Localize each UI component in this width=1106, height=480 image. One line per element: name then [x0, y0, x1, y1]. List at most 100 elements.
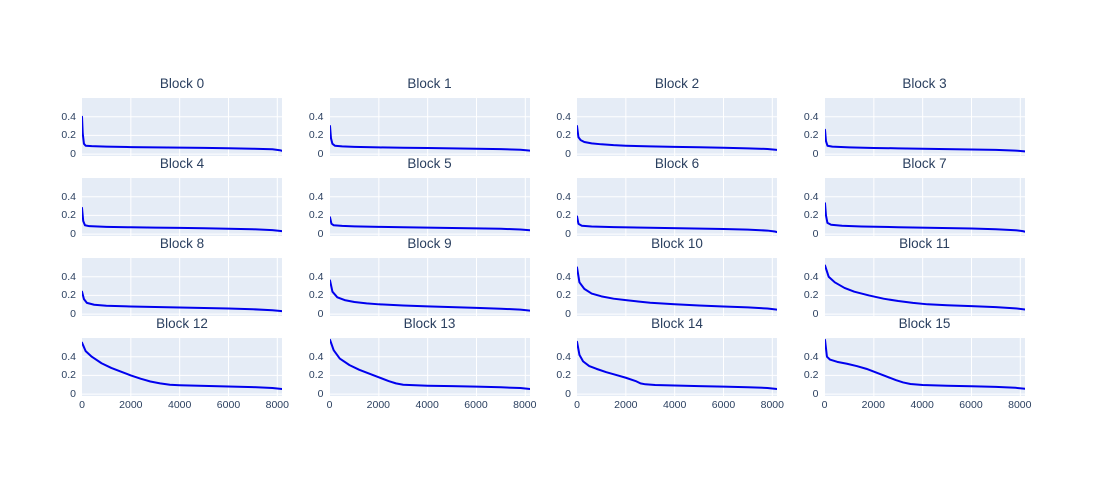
- y-tick-label: 0.4: [61, 350, 76, 363]
- subplot-block-10: Block 10 0 0.2 0.4: [556, 236, 777, 320]
- y-tick-label: 0.2: [803, 289, 819, 302]
- subplot-title: Block 6: [654, 156, 700, 171]
- subplot-title: Block 7: [902, 156, 947, 171]
- y-tick-label: 0: [70, 228, 76, 241]
- line-chart: [577, 338, 777, 396]
- x-tick-label: 4000: [662, 399, 687, 411]
- x-tick-label: 6000: [711, 399, 736, 411]
- x-tick-label: 8000: [760, 399, 784, 411]
- y-tick-label: 0.2: [803, 369, 819, 382]
- subplot-block-1: Block 1 0 0.2 0.4: [309, 76, 530, 160]
- line-chart: [82, 258, 282, 316]
- line-chart: [577, 178, 777, 236]
- subplot-block-14: Block 14 0 0.2 0.4 0 2000 4000 6000 8000: [556, 316, 784, 411]
- y-tick-label: 0: [812, 388, 819, 401]
- y-tick-label: 0.4: [308, 190, 324, 203]
- line-chart: [824, 338, 1025, 396]
- subplot-title: Block 0: [159, 76, 205, 91]
- series-line: [824, 264, 1025, 311]
- y-tick-label: 0: [317, 308, 324, 321]
- subplot-title: Block 2: [654, 76, 700, 91]
- line-chart: [577, 258, 777, 316]
- x-tick-label: 6000: [216, 399, 241, 411]
- y-tick-label: 0: [812, 308, 819, 321]
- y-tick-label: 0.2: [556, 289, 571, 302]
- y-tick-label: 0: [565, 388, 571, 401]
- subplot-block-11: Block 11 0 0.2 0.4: [804, 236, 1025, 320]
- subplot-block-5: Block 5 0 0.2 0.4: [309, 156, 530, 240]
- series-line: [577, 266, 777, 311]
- series-line: [329, 338, 530, 390]
- line-chart: [824, 98, 1025, 156]
- y-tick-label: 0.4: [803, 350, 819, 363]
- subplot-block-3: Block 3 0 0.2 0.4: [804, 76, 1025, 160]
- y-tick-label: 0: [317, 388, 324, 401]
- x-tick-label: 6000: [959, 399, 983, 411]
- line-chart: [824, 178, 1025, 236]
- y-tick-label: 0: [70, 308, 76, 321]
- x-tick-label: 0: [821, 399, 828, 411]
- y-tick-label: 0.4: [556, 350, 571, 363]
- x-tick-label: 4000: [415, 399, 439, 411]
- subplot-title: Block 4: [159, 156, 205, 171]
- line-chart: [329, 98, 530, 156]
- subplot-title: Block 11: [899, 236, 950, 251]
- x-tick-label: 0: [326, 399, 333, 411]
- series-line: [577, 340, 777, 390]
- line-chart: [329, 178, 530, 236]
- x-tick-label: 8000: [513, 399, 537, 411]
- x-tick-label: 2000: [366, 399, 391, 411]
- series-line: [329, 125, 530, 152]
- subplot-block-9: Block 9 0 0.2 0.4: [309, 236, 530, 320]
- y-tick-label: 0: [565, 228, 571, 241]
- y-tick-label: 0.4: [556, 270, 571, 283]
- x-tick-label: 8000: [1008, 399, 1032, 411]
- x-tick-label: 6000: [464, 399, 488, 411]
- series-line: [577, 215, 777, 234]
- series-line: [577, 125, 777, 151]
- y-tick-label: 0.2: [803, 209, 819, 222]
- y-tick-label: 0.4: [803, 270, 819, 283]
- series-line: [82, 341, 282, 390]
- x-tick-label: 2000: [614, 399, 638, 411]
- subplot-block-6: Block 6 0 0.2 0.4: [556, 156, 777, 240]
- x-tick-label: 0: [79, 399, 85, 411]
- y-tick-label: 0: [812, 148, 819, 161]
- subplot-block-7: Block 7 0 0.2 0.4: [804, 156, 1025, 240]
- y-tick-label: 0.2: [803, 129, 819, 142]
- series-line: [824, 338, 1025, 390]
- line-chart: [329, 258, 530, 316]
- subplot-block-4: Block 4 0 0.2 0.4: [61, 156, 282, 240]
- x-tick-label: 2000: [861, 399, 886, 411]
- y-tick-label: 0.4: [556, 190, 571, 203]
- subplot-title: Block 5: [407, 156, 452, 171]
- subplot-block-2: Block 2 0 0.2 0.4: [556, 76, 777, 160]
- line-chart: [577, 98, 777, 156]
- y-tick-label: 0.4: [803, 190, 819, 203]
- y-tick-label: 0.4: [61, 190, 76, 203]
- y-tick-label: 0.4: [308, 350, 324, 363]
- x-tick-label: 0: [574, 399, 580, 411]
- y-tick-label: 0.4: [308, 270, 324, 283]
- y-tick-label: 0.4: [61, 270, 76, 283]
- subplot-title: Block 13: [403, 316, 456, 331]
- y-tick-label: 0.2: [308, 209, 324, 222]
- y-tick-label: 0.2: [61, 129, 76, 142]
- y-tick-label: 0.2: [556, 129, 571, 142]
- y-tick-label: 0.4: [803, 110, 819, 123]
- y-tick-label: 0.2: [61, 209, 76, 222]
- subplot-title: Block 8: [159, 236, 205, 251]
- subplot-block-8: Block 8 0 0.2 0.4: [61, 236, 282, 320]
- y-tick-label: 0: [70, 148, 76, 161]
- subplot-title: Block 3: [902, 76, 947, 91]
- line-chart: [329, 338, 530, 396]
- subplot-title: Block 10: [651, 236, 703, 251]
- y-tick-label: 0.4: [308, 110, 324, 123]
- x-tick-label: 4000: [167, 399, 192, 411]
- series-line: [329, 279, 530, 312]
- y-tick-label: 0.2: [308, 369, 324, 382]
- y-tick-label: 0: [812, 228, 819, 241]
- series-line: [82, 290, 282, 313]
- plot-area: [824, 98, 1025, 156]
